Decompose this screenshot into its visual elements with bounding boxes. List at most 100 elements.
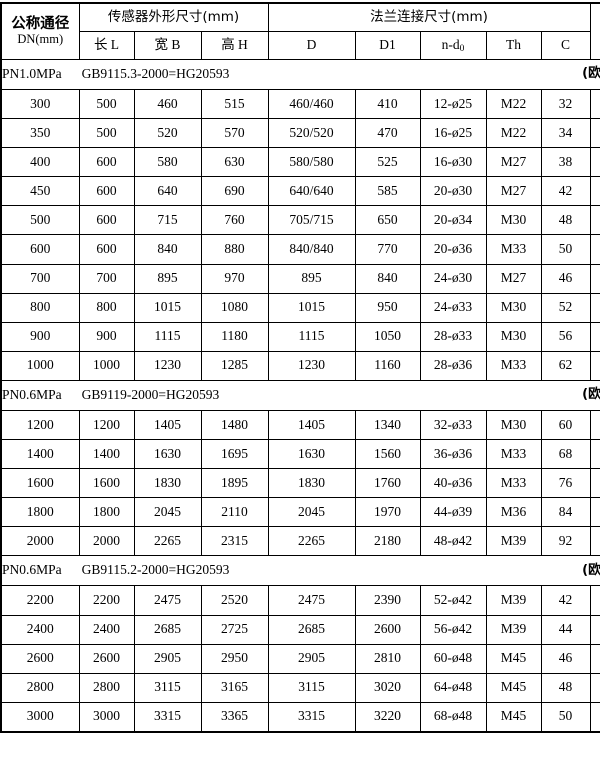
cell-c: 68 [540, 439, 591, 470]
cell-width-b: 840 [133, 234, 202, 265]
cell-diameter-d1: 3020 [354, 672, 421, 703]
cell-weight: 3300 [589, 614, 600, 645]
cell-c: 52 [540, 292, 591, 323]
cell-diameter-d1: 2390 [354, 585, 421, 616]
cell-thread-th: M30 [485, 409, 542, 441]
cell-c: 76 [540, 468, 591, 499]
cell-diameter-d: 580/580 [267, 147, 356, 178]
cell-height-h: 1180 [200, 321, 269, 352]
cell-weight: 360 [589, 263, 600, 294]
cell-weight: 1330 [589, 468, 600, 499]
cell-c: 50 [540, 234, 591, 265]
cell-length-l: 2400 [78, 614, 135, 645]
cell-length-l: 600 [78, 176, 135, 207]
cell-length-l: 2600 [78, 643, 135, 674]
cell-width-b: 2045 [133, 497, 202, 528]
cell-weight: 1800 [589, 497, 600, 528]
header-diameter-d1: D1 [354, 31, 421, 60]
cell-weight: 2800 [589, 585, 600, 616]
cell-diameter-d: 1405 [267, 409, 356, 441]
cell-diameter-d1: 1340 [354, 409, 421, 441]
cell-diameter-d: 640/640 [267, 176, 356, 207]
cell-diameter-d: 705/715 [267, 205, 356, 236]
cell-height-h: 2110 [200, 497, 269, 528]
cell-c: 34 [540, 118, 591, 149]
cell-c: 56 [540, 321, 591, 352]
cell-height-h: 3165 [200, 672, 269, 703]
cell-width-b: 580 [133, 147, 202, 178]
cell-weight: 140 [589, 176, 600, 207]
cell-c: 48 [540, 672, 591, 703]
cell-diameter-d1: 410 [354, 88, 421, 120]
cell-height-h: 515 [200, 88, 269, 120]
cell-diameter-d1: 1050 [354, 321, 421, 352]
cell-diameter-d: 2905 [267, 643, 356, 674]
cell-diameter-d1: 585 [354, 176, 421, 207]
cell-diameter-d: 1830 [267, 468, 356, 499]
cell-diameter-d1: 470 [354, 118, 421, 149]
cell-diameter-d1: 1160 [354, 350, 421, 381]
cell-thread-th: M30 [485, 292, 542, 323]
header-height-h: 高 H [200, 31, 269, 60]
cell-bolt-spec: 28-ø36 [419, 350, 487, 381]
cell-height-h: 630 [200, 147, 269, 178]
header-group-sensor-dimensions: 传感器外形尺寸(mm) [78, 2, 269, 32]
cell-bolt-spec: 40-ø36 [419, 468, 487, 499]
cell-height-h: 1895 [200, 468, 269, 499]
cell-diameter-d1: 1560 [354, 439, 421, 470]
cell-c: 62 [540, 350, 591, 381]
cell-dn: 2000 [0, 526, 80, 557]
cell-bolt-spec: 20-ø34 [419, 205, 487, 236]
cell-height-h: 2315 [200, 526, 269, 557]
header-nominal-diameter-unit: DN(mm) [17, 31, 64, 46]
cell-length-l: 900 [78, 321, 135, 352]
cell-bolt-spec: 60-ø48 [419, 643, 487, 674]
cell-dn: 1800 [0, 497, 80, 528]
cell-weight: 200 [589, 205, 600, 236]
cell-c: 32 [540, 88, 591, 120]
cell-weight: 80 [589, 118, 600, 149]
cell-dn: 2200 [0, 585, 80, 616]
cell-weight: 5580 [589, 701, 600, 733]
cell-diameter-d: 3315 [267, 701, 356, 733]
table-body: PN1.0MPaGB9115.3-2000=HG20593(欧标体系)30050… [0, 59, 600, 733]
cell-diameter-d1: 525 [354, 147, 421, 178]
cell-bolt-spec: 20-ø30 [419, 176, 487, 207]
cell-dn: 350 [0, 118, 80, 149]
cell-width-b: 2905 [133, 643, 202, 674]
cell-thread-th: M33 [485, 234, 542, 265]
cell-diameter-d1: 840 [354, 263, 421, 294]
cell-dn: 800 [0, 292, 80, 323]
header-nd-base: n-d [441, 37, 460, 53]
cell-bolt-spec: 36-ø36 [419, 439, 487, 470]
header-diameter-d: D [267, 31, 356, 60]
cell-diameter-d: 2045 [267, 497, 356, 528]
cell-dn: 900 [0, 321, 80, 352]
section-standard-system-note: (欧标体系) [582, 562, 600, 578]
cell-length-l: 2000 [78, 526, 135, 557]
section-header-cell: PN0.6MPa GB9115.2-2000=HG20593 (欧标体系) [0, 555, 600, 587]
cell-thread-th: M45 [485, 643, 542, 674]
cell-diameter-d: 460/460 [267, 88, 356, 120]
cell-c: 38 [540, 147, 591, 178]
cell-length-l: 3000 [78, 701, 135, 733]
header-row-sub: 长 L 宽 B 高 H D D1 n-d0 Th C [1, 31, 600, 60]
cell-length-l: 700 [78, 263, 135, 294]
cell-bolt-spec: 32-ø33 [419, 409, 487, 441]
cell-width-b: 1830 [133, 468, 202, 499]
cell-dn: 1600 [0, 468, 80, 499]
cell-bolt-spec: 16-ø25 [419, 118, 487, 149]
cell-bolt-spec: 64-ø48 [419, 672, 487, 703]
cell-diameter-d: 2475 [267, 585, 356, 616]
cell-width-b: 2685 [133, 614, 202, 645]
cell-diameter-d1: 1970 [354, 497, 421, 528]
specification-table: 公称通径 DN(mm) 传感器外形尺寸(mm) 法兰连接尺寸(mm) 重量 (K… [0, 2, 600, 733]
cell-diameter-d: 840/840 [267, 234, 356, 265]
